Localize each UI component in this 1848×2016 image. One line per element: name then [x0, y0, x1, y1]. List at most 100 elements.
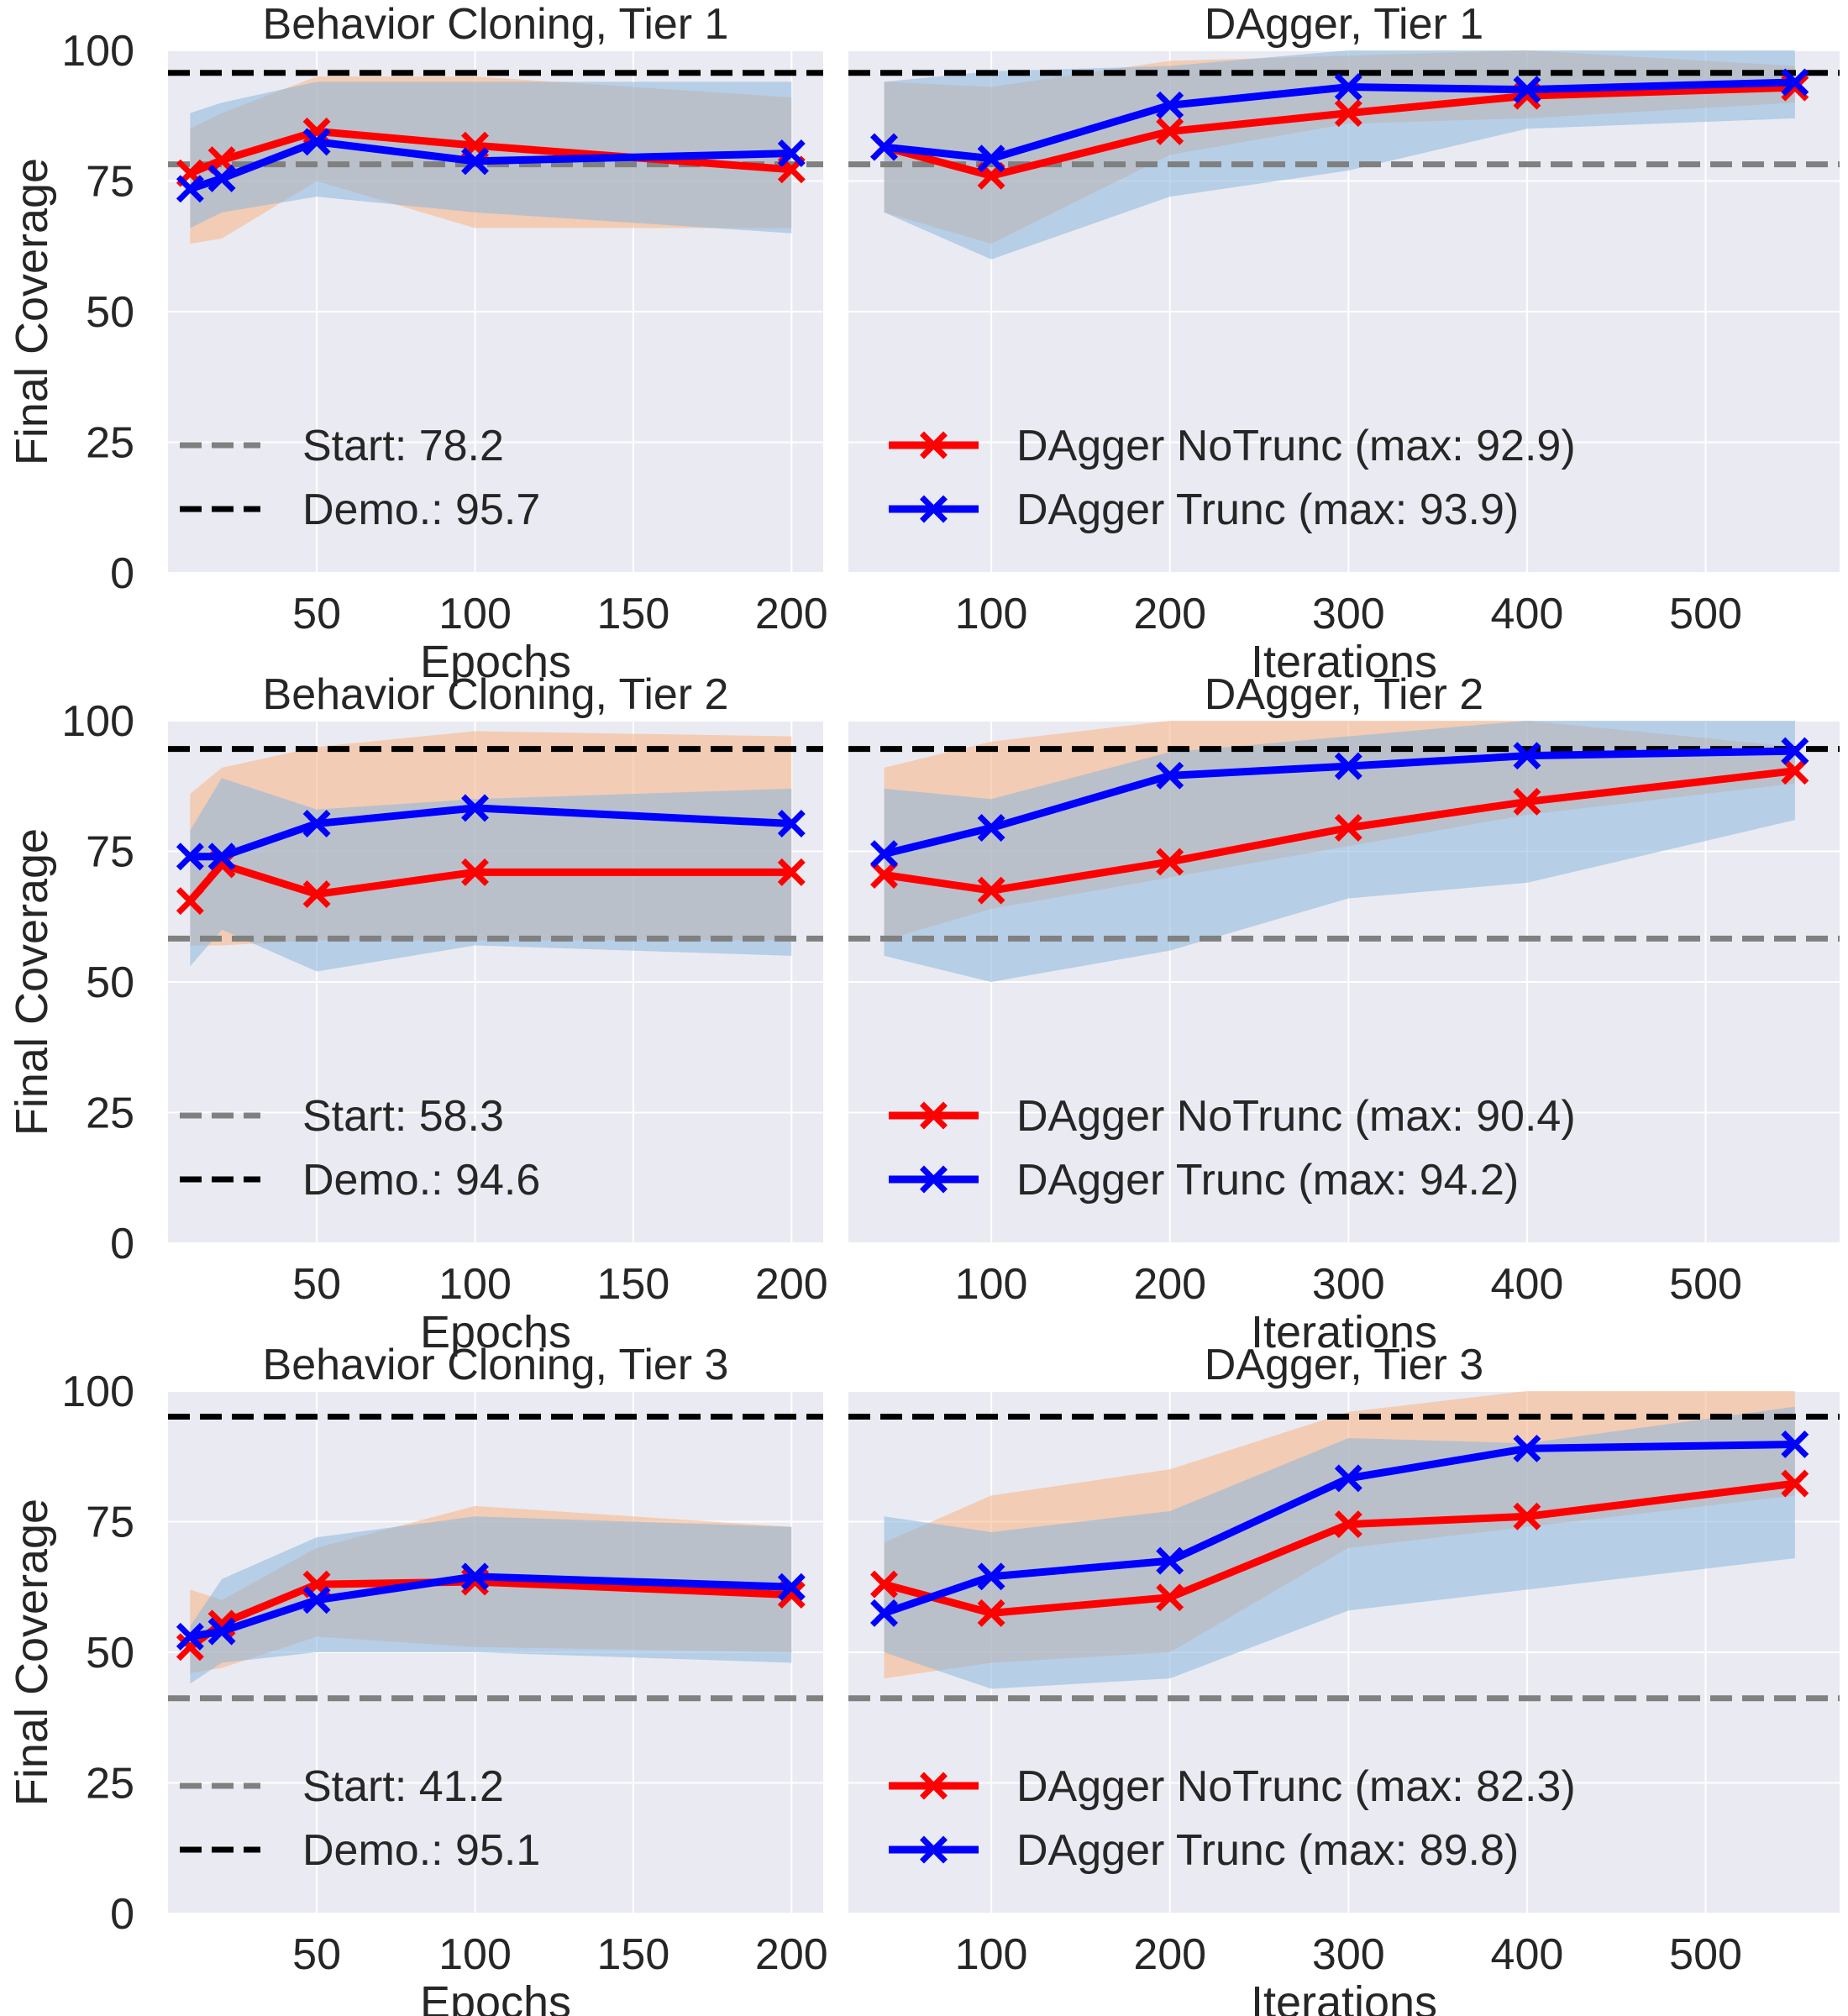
legend: DAgger NoTrunc (max: 92.9) DAgger Trunc (…	[889, 422, 1576, 534]
x-axis-label: Epochs	[420, 1977, 571, 2016]
x-axis-label: Epochs	[420, 1307, 571, 1357]
trunc-point	[302, 1586, 331, 1614]
x-tick-label: 200	[755, 1930, 828, 1979]
y-tick-label: 0	[110, 549, 134, 598]
notrunc-point	[1334, 814, 1362, 842]
x-tick-label: 100	[955, 590, 1028, 638]
subplot-2: DAgger, Tier 1 100 200 300 400 500 Iterations D…	[848, 0, 1840, 687]
notrunc-series-line	[883, 1479, 1796, 1617]
plot-area	[848, 1391, 1840, 1702]
y-axis-label: Final Coverage	[7, 158, 57, 465]
legend-notrunc-marker	[920, 431, 948, 459]
trunc-point	[870, 840, 898, 869]
legend-notrunc-label: DAgger NoTrunc (max: 90.4)	[1016, 1092, 1576, 1141]
trunc-point	[207, 843, 236, 871]
trunc-point	[777, 810, 806, 838]
trunc-point	[1781, 68, 1809, 97]
trunc-point	[461, 1562, 489, 1591]
plot-area	[848, 50, 1840, 260]
legend-notrunc-marker	[920, 1772, 948, 1800]
legend-trunc-label: DAgger Trunc (max: 89.8)	[1016, 1826, 1519, 1875]
trunc-series-line	[884, 78, 1795, 163]
plot-area	[168, 70, 823, 244]
subplot-4: DAgger, Tier 2 100 200 300 400 500 Iterations D…	[848, 670, 1840, 1357]
x-tick-label: 300	[1312, 1260, 1385, 1309]
subplot-6: DAgger, Tier 3 100 200 300 400 500 Iterations D…	[848, 1341, 1840, 2016]
trunc-point	[1781, 1430, 1809, 1458]
x-tick-label: 200	[1133, 1930, 1206, 1979]
legend-notrunc-label: DAgger NoTrunc (max: 92.9)	[1016, 422, 1576, 470]
legend-notrunc-marker	[920, 1101, 948, 1130]
legend: Start: 41.2 Demo.: 95.1	[180, 1762, 540, 1875]
y-tick-label: 25	[86, 1760, 134, 1809]
trunc-band	[884, 721, 1795, 982]
notrunc-point	[1513, 1502, 1541, 1530]
y-tick-label: 0	[110, 1220, 134, 1268]
notrunc-series-line	[883, 767, 1796, 895]
x-tick-label: 100	[438, 1260, 512, 1309]
notrunc-point	[1156, 117, 1184, 145]
notrunc-point	[1781, 1469, 1809, 1498]
notrunc-point	[176, 887, 204, 916]
subplot-3: Behavior Cloning, Tier 2 0 25 50 75 100 Final …	[7, 670, 828, 1357]
trunc-series-line	[883, 1440, 1795, 1617]
x-tick-label: 200	[755, 1260, 828, 1309]
legend-start-label: Start: 58.3	[302, 1092, 504, 1141]
x-tick-label: 50	[292, 1930, 341, 1979]
notrunc-point	[1334, 99, 1362, 128]
trunc-point	[302, 128, 331, 156]
subplot-title: Behavior Cloning, Tier 2	[263, 670, 729, 719]
plot-area	[168, 731, 823, 972]
notrunc-point	[1156, 1583, 1184, 1612]
legend-trunc-label: DAgger Trunc (max: 94.2)	[1016, 1156, 1519, 1205]
trunc-point	[870, 133, 898, 161]
notrunc-point	[176, 1633, 204, 1662]
legend-trunc-marker	[920, 495, 948, 523]
trunc-band	[190, 1516, 792, 1684]
trunc-series-line	[883, 747, 1795, 858]
y-tick-label: 75	[86, 828, 134, 877]
notrunc-point	[1156, 848, 1184, 876]
x-tick-label: 300	[1312, 590, 1385, 638]
legend-demo-label: Demo.: 95.1	[302, 1826, 540, 1875]
y-axis-label: Final Coverage	[7, 828, 57, 1136]
legend-trunc-marker	[920, 1835, 948, 1864]
legend-notrunc-label: DAgger NoTrunc (max: 82.3)	[1016, 1762, 1576, 1811]
trunc-point	[1334, 752, 1362, 780]
trunc-point	[176, 175, 204, 203]
x-tick-label: 400	[1491, 590, 1564, 638]
notrunc-point	[777, 858, 806, 886]
plot-area	[848, 721, 1840, 982]
subplot-title: DAgger, Tier 2	[1205, 670, 1483, 719]
y-tick-label: 50	[86, 1629, 134, 1677]
x-tick-label: 100	[438, 1930, 512, 1979]
y-axis-label: Final Coverage	[7, 1499, 57, 1806]
subplot-title: DAgger, Tier 3	[1205, 1341, 1483, 1389]
notrunc-series-line	[883, 83, 1795, 180]
x-tick-label: 500	[1669, 1930, 1742, 1979]
trunc-point	[1781, 737, 1809, 765]
trunc-point	[977, 814, 1005, 842]
notrunc-point	[977, 1599, 1005, 1627]
y-tick-label: 25	[86, 419, 134, 468]
trunc-point	[1334, 73, 1362, 102]
trunc-point	[1156, 91, 1184, 119]
notrunc-point	[870, 861, 898, 889]
plot-area	[168, 1413, 823, 1702]
legend-demo-label: Demo.: 95.7	[302, 486, 540, 534]
subplot-1: Behavior Cloning, Tier 1 0 25 50 75 100 Final …	[7, 0, 828, 687]
x-tick-label: 200	[755, 590, 828, 638]
x-tick-label: 200	[1133, 1260, 1206, 1309]
y-tick-label: 0	[110, 1890, 134, 1939]
legend-demo-label: Demo.: 94.6	[302, 1156, 540, 1205]
trunc-point	[461, 794, 489, 822]
trunc-point	[1513, 1434, 1541, 1462]
trunc-point	[207, 164, 236, 192]
x-tick-label: 100	[955, 1260, 1028, 1309]
subplot-5: Behavior Cloning, Tier 3 0 25 50 75 100 Final …	[7, 1341, 828, 2016]
legend: Start: 58.3 Demo.: 94.6	[180, 1092, 540, 1205]
x-tick-label: 50	[292, 590, 341, 638]
trunc-point	[1156, 1546, 1184, 1575]
x-tick-label: 100	[955, 1930, 1028, 1979]
trunc-point	[176, 1622, 204, 1651]
